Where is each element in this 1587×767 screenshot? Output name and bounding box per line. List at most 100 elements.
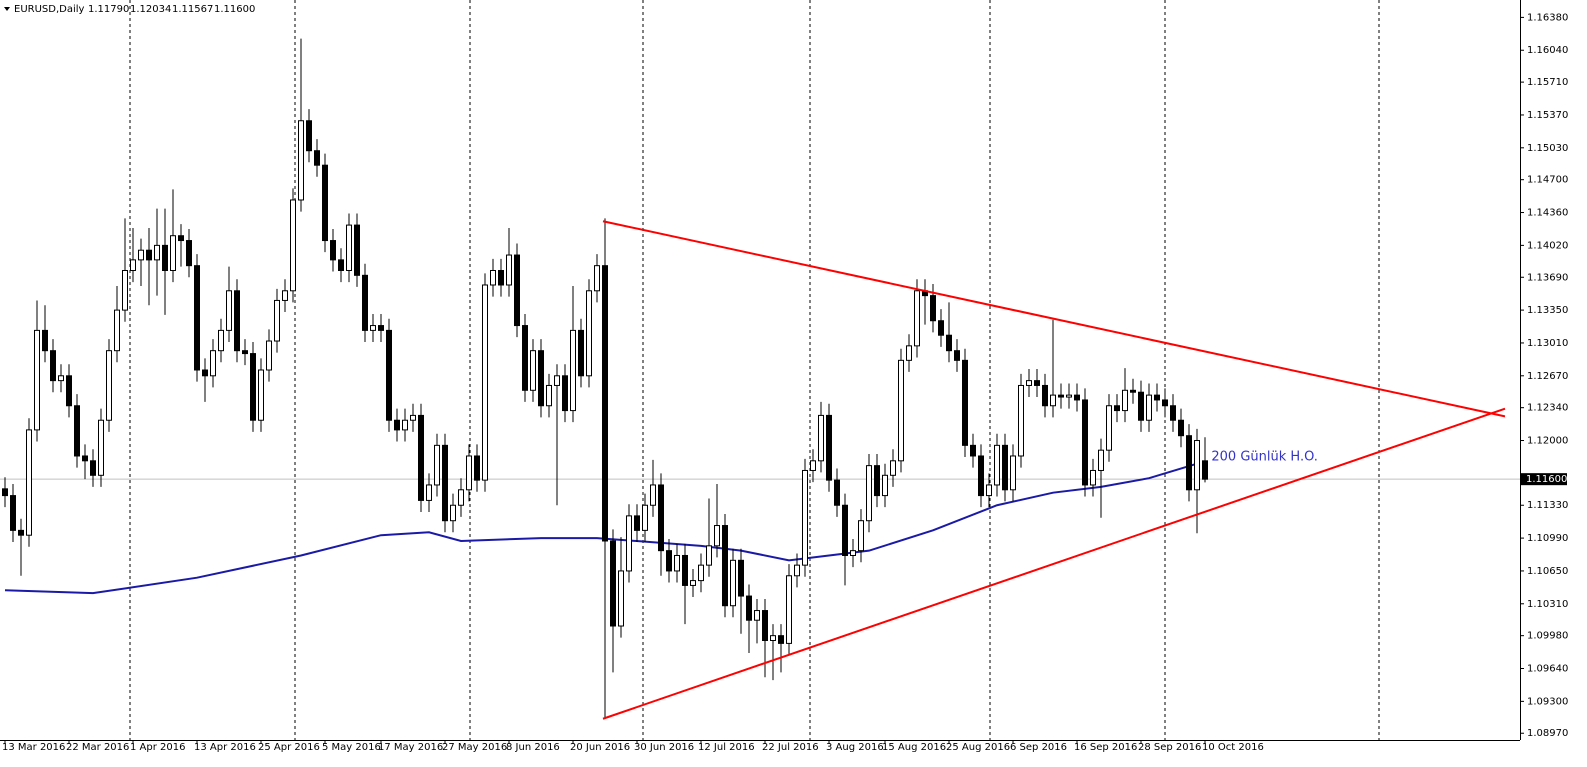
candle-body [722, 525, 728, 607]
candle-body [546, 384, 552, 407]
candle-body [658, 484, 664, 552]
candle-body [90, 460, 96, 476]
candle-body [1178, 419, 1184, 437]
candle-body [34, 329, 40, 431]
candle-body [778, 635, 784, 644]
candle-body [666, 550, 672, 572]
candle-body [1074, 394, 1080, 401]
candle-body [386, 329, 392, 421]
y-tick-label: 1.12670 [1527, 371, 1568, 382]
x-tick-label: 8 Jun 2016 [506, 742, 560, 753]
y-tick-label: 1.13010 [1527, 338, 1568, 349]
candle-body [914, 290, 920, 347]
candle-body [18, 529, 24, 536]
candle-body [1130, 389, 1136, 393]
x-tick-label: 12 Jul 2016 [698, 742, 755, 753]
candle-body [538, 350, 544, 407]
candles [2, 38, 1208, 719]
candle-body [42, 329, 48, 352]
candle-body [1122, 389, 1128, 412]
candle-body [202, 369, 208, 377]
candle-body [490, 269, 496, 286]
candle-body [522, 325, 528, 391]
candle-body [2, 488, 8, 497]
candle-body [986, 484, 992, 497]
candle-body [786, 575, 792, 644]
candle-body [866, 465, 872, 522]
candle-body [682, 554, 688, 586]
candle-body [826, 414, 832, 481]
candle-body [882, 474, 888, 497]
y-tick-label: 1.16380 [1527, 12, 1568, 23]
x-tick-label: 1 Apr 2016 [130, 742, 185, 753]
candle-body [1010, 455, 1016, 491]
candle-body [930, 295, 936, 322]
candle-body [26, 429, 32, 536]
candle-body [794, 564, 800, 577]
candle-body [282, 290, 288, 301]
x-tick-label: 22 Mar 2016 [66, 742, 129, 753]
trendline [602, 407, 1506, 720]
candle-body [74, 405, 80, 457]
candle-body [330, 240, 336, 261]
candle-body [1042, 384, 1048, 407]
candle-body [514, 254, 520, 327]
candle-body [186, 240, 192, 267]
candle-body [650, 484, 656, 506]
candle-body [586, 290, 592, 377]
candle-body [258, 369, 264, 421]
x-tick-label: 27 May 2016 [442, 742, 507, 753]
candle-body [610, 540, 616, 627]
chart-title: EURUSD,Daily [14, 4, 85, 15]
candle-body [1106, 405, 1112, 451]
moving-average [4, 462, 1198, 595]
candle-body [642, 504, 648, 531]
y-tick-label: 1.12340 [1527, 403, 1568, 414]
candle-body [58, 375, 64, 382]
x-tick-label: 13 Mar 2016 [2, 742, 65, 753]
candle-body [1114, 405, 1120, 412]
candle-body [738, 559, 744, 597]
candle-body [138, 249, 144, 261]
candle-body [1146, 394, 1152, 421]
candle-body [858, 520, 864, 552]
candle-body [1162, 399, 1168, 407]
candle-body [362, 274, 368, 331]
x-tick-label: 22 Jul 2016 [762, 742, 819, 753]
candle-body [394, 419, 400, 431]
candle-body [178, 235, 184, 242]
header-open: 1.11790 [88, 4, 129, 15]
candle-body [418, 414, 424, 501]
candle-body [762, 610, 768, 641]
candle-body [810, 460, 816, 471]
candle-body [954, 350, 960, 361]
candle-body [106, 350, 112, 421]
candle-body [802, 469, 808, 566]
y-tick-label: 1.13690 [1527, 272, 1568, 283]
y-tick-label: 1.10990 [1527, 533, 1568, 544]
candle-body [402, 419, 408, 431]
candle-body [266, 340, 272, 371]
candle-body [1018, 384, 1024, 457]
y-tick-label: 1.09300 [1527, 696, 1568, 707]
candle-body [98, 419, 104, 476]
candle-body [570, 329, 576, 412]
candle-body [1082, 399, 1088, 486]
candle-body [818, 414, 824, 462]
y-tick-label: 1.11330 [1527, 500, 1568, 511]
candle-body [1154, 394, 1160, 401]
candle-body [242, 350, 248, 355]
candle-body [474, 455, 480, 481]
y-tick-label: 1.08970 [1527, 728, 1568, 739]
candle-body [66, 375, 72, 407]
candle-body [562, 375, 568, 412]
x-tick-label: 10 Oct 2016 [1202, 742, 1264, 753]
candle-body [482, 284, 488, 481]
candle-body [146, 249, 152, 261]
candle-body [290, 199, 296, 292]
candle-body [1170, 405, 1176, 421]
candle-body [842, 504, 848, 556]
candle-body [746, 595, 752, 621]
candle-body [1002, 444, 1008, 491]
